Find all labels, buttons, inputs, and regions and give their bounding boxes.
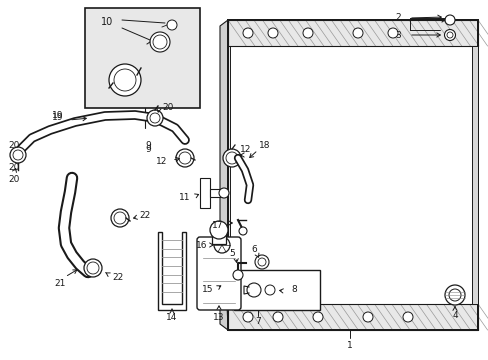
Text: 20: 20 xyxy=(162,104,173,112)
Polygon shape xyxy=(158,232,185,310)
Text: 12: 12 xyxy=(240,145,251,154)
FancyBboxPatch shape xyxy=(197,237,241,310)
Circle shape xyxy=(267,28,278,38)
Circle shape xyxy=(209,221,227,239)
Bar xyxy=(471,46,477,304)
Bar xyxy=(227,20,477,330)
Text: 8: 8 xyxy=(290,285,296,294)
Bar xyxy=(227,304,477,330)
Circle shape xyxy=(444,285,464,305)
Circle shape xyxy=(84,259,102,277)
Bar xyxy=(227,20,477,46)
Circle shape xyxy=(219,188,228,198)
Circle shape xyxy=(176,149,194,167)
Text: 10: 10 xyxy=(101,17,113,27)
Text: 19: 19 xyxy=(52,113,63,122)
Circle shape xyxy=(225,152,238,164)
Bar xyxy=(209,189,224,197)
Circle shape xyxy=(167,20,177,30)
Circle shape xyxy=(362,312,372,322)
Circle shape xyxy=(87,262,99,274)
Text: 2: 2 xyxy=(394,13,400,22)
Circle shape xyxy=(448,289,460,301)
Bar xyxy=(212,230,225,244)
Circle shape xyxy=(13,150,23,160)
Text: 17: 17 xyxy=(212,220,224,230)
Circle shape xyxy=(303,28,312,38)
Circle shape xyxy=(109,64,141,96)
Circle shape xyxy=(223,149,241,167)
Text: 9: 9 xyxy=(145,145,151,154)
Text: 16: 16 xyxy=(196,240,207,249)
Circle shape xyxy=(387,28,397,38)
Text: 11: 11 xyxy=(179,193,190,202)
Circle shape xyxy=(243,28,252,38)
Circle shape xyxy=(179,152,191,164)
Text: 22: 22 xyxy=(139,211,150,220)
Text: 20: 20 xyxy=(8,163,20,172)
Text: 7: 7 xyxy=(255,318,260,327)
Circle shape xyxy=(402,312,412,322)
Text: 22: 22 xyxy=(112,274,123,283)
Circle shape xyxy=(153,35,167,49)
Text: 6: 6 xyxy=(251,246,256,255)
Circle shape xyxy=(352,28,362,38)
Circle shape xyxy=(114,212,126,224)
Circle shape xyxy=(264,285,274,295)
Circle shape xyxy=(150,32,170,52)
Circle shape xyxy=(239,227,246,235)
Circle shape xyxy=(232,270,243,280)
Circle shape xyxy=(444,30,454,40)
Circle shape xyxy=(312,312,323,322)
Text: 19: 19 xyxy=(52,111,63,120)
Circle shape xyxy=(272,312,283,322)
Bar xyxy=(200,178,209,208)
Text: 20: 20 xyxy=(8,140,20,149)
Text: 1: 1 xyxy=(346,341,352,350)
Circle shape xyxy=(214,237,229,253)
Circle shape xyxy=(444,15,454,25)
Circle shape xyxy=(446,32,452,38)
Text: 14: 14 xyxy=(166,314,177,323)
Text: 9: 9 xyxy=(145,140,151,149)
Text: 4: 4 xyxy=(451,311,457,320)
Circle shape xyxy=(111,209,129,227)
Circle shape xyxy=(10,147,26,163)
Bar xyxy=(229,46,475,304)
Bar xyxy=(234,270,319,310)
Text: 13: 13 xyxy=(213,312,224,321)
Polygon shape xyxy=(220,20,227,330)
Text: 20: 20 xyxy=(8,175,20,184)
Circle shape xyxy=(246,283,261,297)
Circle shape xyxy=(147,110,163,126)
Text: 21: 21 xyxy=(54,279,65,288)
Circle shape xyxy=(258,258,265,266)
Circle shape xyxy=(243,312,252,322)
Text: 15: 15 xyxy=(202,285,213,294)
Circle shape xyxy=(254,255,268,269)
Text: 3: 3 xyxy=(394,31,400,40)
Text: 18: 18 xyxy=(259,140,270,149)
Text: 5: 5 xyxy=(229,248,234,257)
Text: 12: 12 xyxy=(156,158,167,166)
Bar xyxy=(85,8,200,108)
Bar xyxy=(227,20,477,330)
Circle shape xyxy=(150,113,160,123)
Circle shape xyxy=(114,69,136,91)
